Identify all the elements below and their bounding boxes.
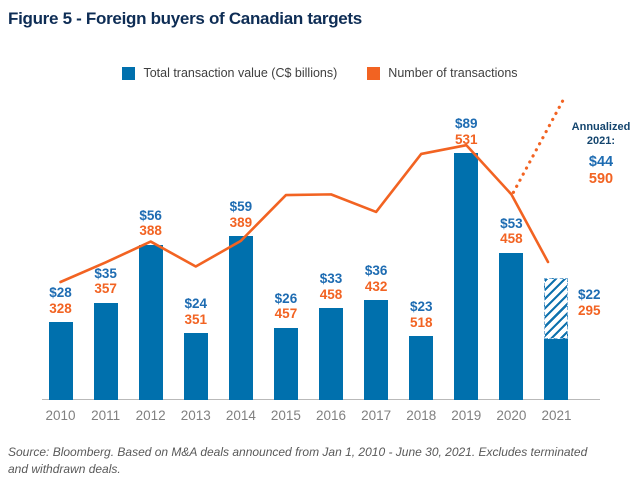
transaction-count-label: 518 (409, 314, 433, 330)
annualized-callout: Annualized 2021: $44 590 (558, 121, 640, 188)
bar-2021 (544, 338, 569, 400)
bar-2017 (364, 300, 389, 400)
legend-swatch-orange-icon (367, 66, 381, 80)
data-labels-2011: $35 357 (80, 266, 132, 297)
source-note: Source: Bloomberg. Based on M&A deals an… (8, 445, 588, 477)
data-labels-2020: $53 458 (485, 216, 537, 247)
data-labels-2019: $89 531 (440, 116, 492, 147)
transaction-count-label: 432 (364, 278, 388, 294)
legend-swatch-blue-icon (122, 66, 136, 80)
bar-2015 (273, 327, 298, 400)
transaction-count-label: 531 (455, 131, 478, 147)
data-labels-2018: $23 518 (395, 299, 447, 330)
x-axis-label-2014: 2014 (225, 408, 256, 423)
legend: Total transaction value (C$ billions) Nu… (0, 66, 640, 80)
x-axis-label-2016: 2016 (316, 408, 347, 423)
transaction-count-label: 328 (49, 300, 72, 316)
x-axis-label-2019: 2019 (451, 408, 482, 423)
bar-2018 (409, 336, 434, 400)
data-labels-2012: $56 388 (125, 208, 177, 239)
bar-2012 (138, 244, 163, 400)
bar-2014 (228, 236, 253, 400)
legend-label-transaction-value: Total transaction value (C$ billions) (143, 66, 338, 80)
bar-2011 (93, 302, 118, 400)
x-axis-label-2012: 2012 (135, 408, 166, 423)
annualized-heading-line2: 2021: (586, 134, 616, 147)
annualized-heading-line1: Annualized (571, 121, 631, 133)
annualized-projection-dotted-line (511, 97, 566, 194)
x-axis-label-2011: 2011 (91, 408, 121, 423)
data-labels-2015: $26 457 (260, 291, 312, 322)
data-labels-2021: $22 295 (578, 287, 628, 318)
legend-item-transaction-value: Total transaction value (C$ billions) (122, 66, 337, 80)
transaction-count-label: 351 (184, 311, 208, 327)
x-axis-label-2021: 2021 (541, 408, 572, 423)
legend-item-number-of-transactions: Number of transactions (367, 66, 518, 80)
bar-value-label: $26 (274, 290, 298, 306)
transaction-count-label: 388 (139, 223, 162, 239)
bar-2019 (454, 153, 479, 400)
bar-2013 (183, 333, 208, 400)
bar-value-label: $35 (94, 265, 117, 281)
bar-2020 (499, 252, 524, 400)
transaction-count-label: 357 (94, 281, 117, 297)
x-axis-label-2017: 2017 (361, 408, 392, 423)
annualized-transactions-label: 590 (588, 171, 614, 187)
x-axis-label-2010: 2010 (45, 408, 76, 423)
data-labels-2014: $59 389 (215, 199, 267, 230)
bar-value-label: $22 (578, 287, 601, 302)
transaction-count-label: 295 (578, 302, 601, 318)
bar-value-label: $23 (409, 299, 433, 315)
x-axis-label-2015: 2015 (270, 408, 301, 423)
bar-value-label: $89 (455, 116, 478, 132)
x-axis-label-2013: 2013 (180, 408, 211, 423)
bar-2016 (319, 308, 344, 400)
bar-value-label: $53 (500, 215, 523, 231)
figure-title: Figure 5 - Foreign buyers of Canadian ta… (8, 9, 362, 28)
data-labels-2013: $24 351 (170, 296, 222, 327)
data-labels-2017: $36 432 (350, 263, 402, 294)
transaction-count-label: 457 (274, 306, 298, 322)
bar-value-label: $59 (229, 199, 253, 215)
annualized-value-label: $44 (588, 154, 614, 170)
bar-2021-annualized-hatch (544, 277, 569, 339)
legend-label-number-of-transactions: Number of transactions (388, 66, 518, 80)
transaction-count-label: 458 (319, 286, 343, 302)
bar-value-label: $28 (49, 285, 72, 301)
x-axis-label-2020: 2020 (496, 408, 527, 423)
bar-value-label: $24 (184, 296, 208, 312)
bar-value-label: $56 (139, 207, 162, 223)
x-axis-label-2018: 2018 (406, 408, 437, 423)
bar-value-label: $36 (364, 263, 388, 279)
data-labels-2010: $28 328 (35, 285, 87, 316)
bar-2010 (48, 322, 73, 400)
transaction-count-label: 458 (500, 231, 523, 247)
transaction-count-label: 389 (229, 214, 253, 230)
